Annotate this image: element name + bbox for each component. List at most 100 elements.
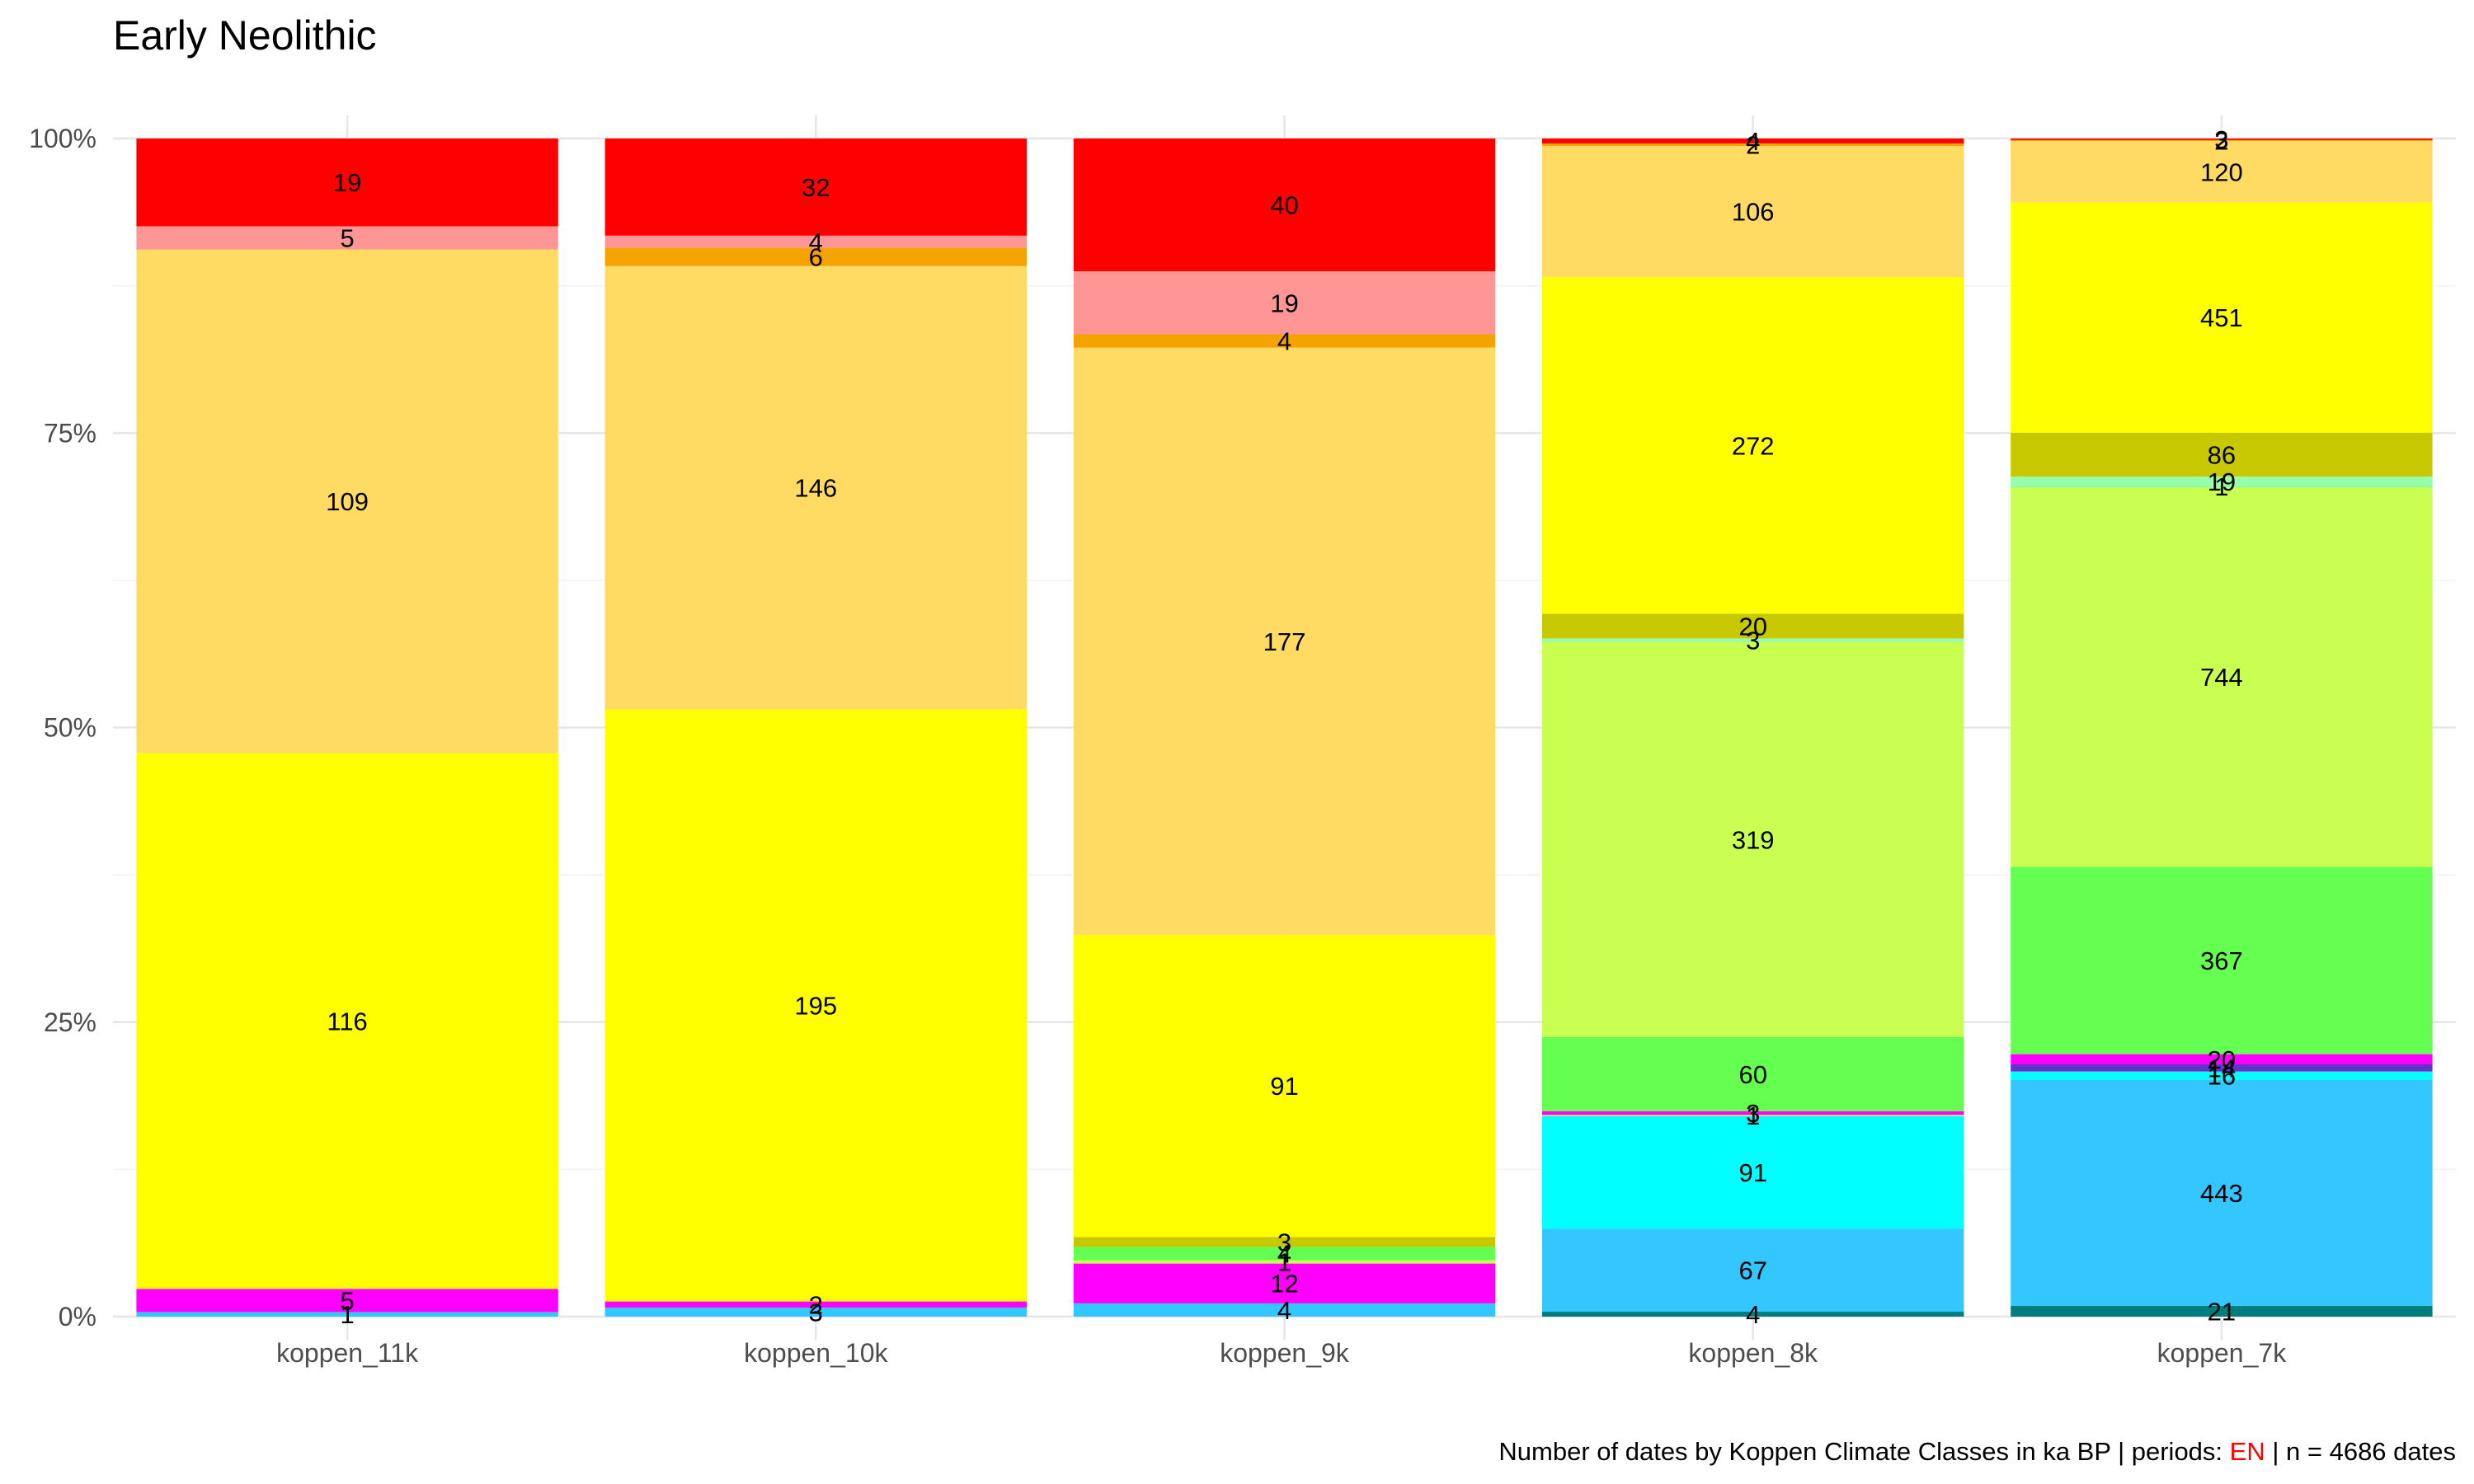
segment-value-label: 443 [2200,1179,2243,1208]
bar-segment [604,1307,1027,1317]
x-tick-label: koppen_7k [2157,1338,2288,1368]
bar-segment [1073,1247,1496,1261]
axis-ticks: 0% 25% 50% 75% 100% koppen_11k koppen_10k koppe… [29,124,2287,1368]
segment-value-label: 4 [1277,1296,1291,1325]
bar-segment [136,226,558,250]
segment-value-label: 272 [1732,431,1775,460]
segment-value-label: 319 [1732,825,1775,854]
segment-value-label: 67 [1738,1256,1766,1285]
segment-value-label: 116 [327,1007,367,1036]
segment-value-label: 3 [1746,627,1760,655]
bar-segment [2011,1054,2433,1065]
y-tick-label: 0% [59,1302,96,1331]
bar-segment [1073,347,1496,936]
segment-value-label: 2 [1746,131,1760,160]
bar-segment [604,709,1027,1302]
segment-value-label: 5 [340,223,354,252]
segment-value-label: 106 [1732,198,1775,227]
segment-value-label: 4 [1277,327,1291,356]
bar-segment [1542,613,1964,639]
bar-segment [2011,477,2433,486]
bar-segment [1542,1115,1964,1229]
bar-segment [2011,139,2433,140]
segment-value-label: 19 [1270,289,1298,317]
segment-value-label: 60 [1738,1060,1766,1089]
x-tick-label: koppen_8k [1688,1338,1818,1368]
segment-labels: 1511610951932195146643241214391177419404… [326,125,2243,1329]
caption-prefix: Number of dates by Koppen Climate Classe… [1498,1437,2229,1466]
segment-value-label: 4 [1277,1240,1291,1269]
segment-value-label: 20 [1738,612,1766,641]
segment-value-label: 177 [1263,627,1306,656]
segment-value-label: 451 [2200,303,2243,332]
segment-value-label: 4 [1746,127,1760,156]
bar-segment [136,249,558,754]
segment-value-label: 1 [2214,472,2228,501]
chart-caption: Number of dates by Koppen Climate Classe… [1498,1437,2456,1466]
bar-segment [604,247,1027,266]
bar-segment [1073,1303,1496,1317]
chart-title: Early Neolithic [113,12,377,59]
bar-segment [136,1312,558,1317]
bar-segment [2011,486,2433,487]
segment-value-label: 40 [1270,191,1298,220]
bar-segment [136,139,558,227]
bar-segment [604,1301,1027,1308]
bar-segment [2011,866,2433,1054]
segment-value-label: 14 [2208,1054,2236,1082]
bar-segment [1542,641,1964,1037]
bar-segment [2011,1071,2433,1080]
segment-value-label: 195 [794,991,837,1020]
segment-value-label: 3 [1277,1228,1291,1256]
bar-segment [2011,432,2433,477]
bar-segment [1542,638,1964,642]
segment-value-label: 16 [2208,1062,2236,1091]
segment-value-label: 21 [2208,1297,2236,1326]
bar-segment [1542,1115,1964,1116]
bar-segment [2011,486,2433,867]
segment-value-label: 3 [1746,1099,1760,1128]
caption-period-highlight: EN [2230,1437,2265,1466]
bar-segment [1542,139,1964,144]
bar-segment [2011,1064,2433,1072]
bar-segment [1542,1036,1964,1111]
bar-segment [1542,1228,1964,1312]
bar-segment [604,139,1027,236]
segment-value-label: 19 [333,168,361,197]
segment-value-label: 91 [1738,1158,1766,1187]
bar-segment [2011,1079,2433,1306]
segment-value-label: 5 [340,1286,354,1315]
bar-segment [1542,1111,1964,1115]
bar-segment [2011,202,2433,433]
segment-value-label: 367 [2200,946,2243,975]
bar-segment [2011,141,2433,203]
segment-value-label: 3 [809,1298,823,1327]
segment-value-label: 2 [2214,126,2228,155]
bar-segment [1073,334,1496,348]
bar-segment [1542,143,1964,147]
bar-segment [1073,935,1496,1237]
segment-value-label: 6 [809,243,823,272]
bar-segment [2011,139,2433,142]
bar-segment [1073,1237,1496,1247]
bars [136,139,2433,1317]
segment-value-label: 3 [2214,125,2228,154]
bar-segment [1542,277,1964,614]
bar-segment [604,235,1027,248]
caption-suffix: | n = 4686 dates [2265,1437,2456,1466]
bar-segment [136,1289,558,1313]
bar-segment [1073,1263,1496,1303]
segment-value-label: 146 [794,474,837,503]
bar-segment [136,753,558,1289]
segment-value-label: 20 [2208,1045,2236,1074]
segment-value-label: 32 [802,173,830,202]
x-tick-label: koppen_11k [276,1338,419,1368]
segment-value-label: 109 [326,487,369,516]
bar-segment [604,265,1027,710]
segment-value-label: 4 [1746,1300,1760,1329]
bar-segment [1542,146,1964,278]
y-tick-label: 25% [44,1007,96,1037]
bar-segment [1073,271,1496,335]
segment-value-label: 2 [809,1290,823,1319]
y-tick-label: 50% [44,713,96,743]
